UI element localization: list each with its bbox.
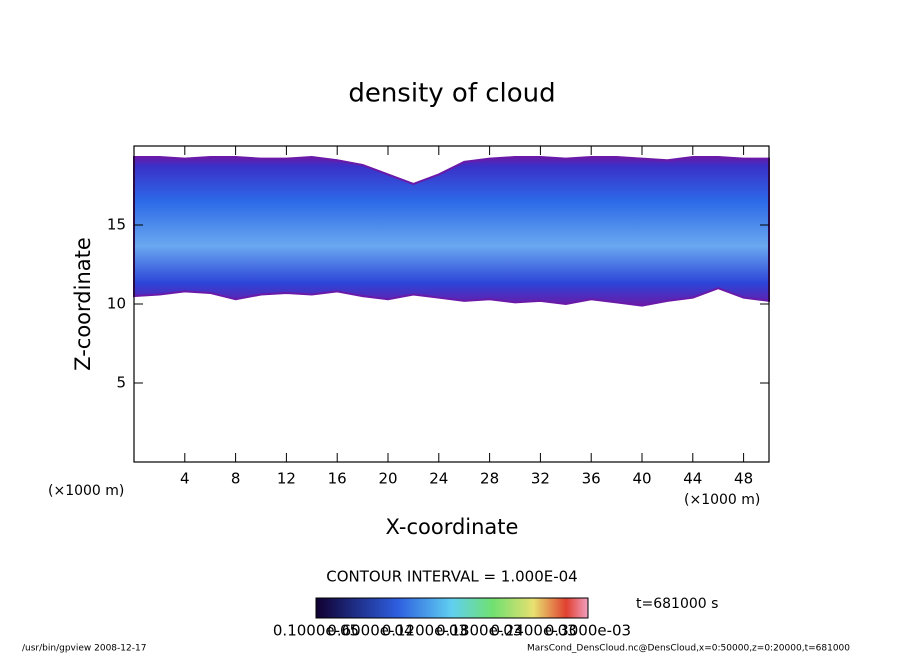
colorbar-label: 0.1000e-05	[273, 622, 359, 640]
x-unit: (×1000 m)	[684, 492, 760, 508]
time-label: t=681000 s	[636, 596, 718, 612]
chart-title: density of cloud	[348, 79, 555, 109]
x-tick-label: 32	[531, 470, 550, 488]
colorbar-label: 0.2400e-03	[490, 622, 576, 640]
x-axis-title: X-coordinate	[386, 515, 519, 539]
y-unit: (×1000 m)	[48, 483, 124, 499]
colorbar	[315, 597, 589, 619]
x-tick-label: 12	[277, 470, 296, 488]
y-axis-title: Z-coordinate	[71, 237, 95, 371]
footer-right: MarsCond_DensCloud.nc@DensCloud,x=0:5000…	[527, 644, 850, 654]
x-tick-label: 36	[582, 470, 601, 488]
x-tick-label: 20	[378, 470, 397, 488]
x-tick-label: 4	[180, 470, 190, 488]
x-tick-label: 44	[683, 470, 702, 488]
colorbar-label: 0.6000e-04	[327, 622, 413, 640]
colorbar-label: 0.1800e-03	[436, 622, 522, 640]
x-tick-label: 24	[429, 470, 448, 488]
colorbar-label: 0.1200e-03	[382, 622, 468, 640]
colorbar-label: 0.3000e-03	[545, 622, 631, 640]
footer-left: /usr/bin/gpview 2008-12-17	[22, 644, 146, 654]
cloud-area	[133, 156, 770, 307]
x-tick-label: 28	[480, 470, 499, 488]
x-tick-label: 8	[231, 470, 241, 488]
y-tick-label: 10	[107, 295, 126, 313]
y-tick-label: 5	[116, 374, 126, 392]
x-tick-label: 48	[734, 470, 753, 488]
x-tick-label: 40	[632, 470, 651, 488]
x-tick-label: 16	[328, 470, 347, 488]
y-tick-label: 15	[107, 216, 126, 234]
contour-interval: CONTOUR INTERVAL = 1.000E-04	[326, 568, 577, 586]
